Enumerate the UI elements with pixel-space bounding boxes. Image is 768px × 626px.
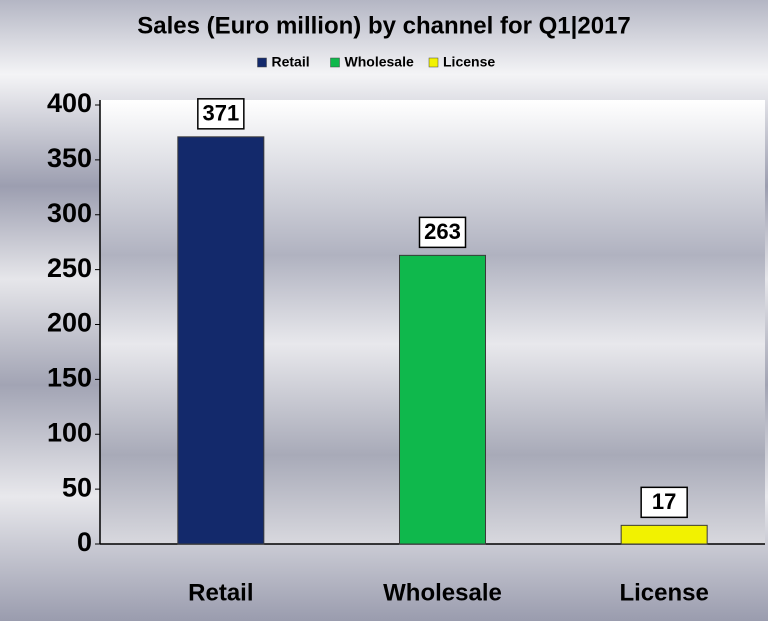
data-label: 263 [424,219,461,244]
data-label: 371 [202,101,239,126]
data-label-box [418,216,467,249]
bar [620,524,708,545]
legend-label: License [443,54,495,70]
y-tick-label: 300 [47,198,92,228]
bar [399,254,486,545]
y-tick-label: 250 [47,253,92,283]
y-tick-label: 50 [62,472,92,502]
x-tick-label: Wholesale [383,579,502,606]
x-tick-label: License [619,579,708,606]
data-label: 17 [652,489,676,514]
y-tick-label: 200 [47,308,92,338]
bar [177,136,265,545]
chart-title: Sales (Euro million) by channel for Q1|2… [137,12,631,39]
y-tick-label: 150 [47,363,92,393]
legend-swatch [257,57,267,68]
y-tick-label: 0 [77,527,92,557]
data-label-box [640,486,688,519]
legend-swatch [428,57,439,68]
legend-label: Retail [272,54,310,70]
legend-swatch [330,57,340,68]
data-label-box [197,98,245,130]
x-tick-label: Retail [188,579,253,606]
y-tick-label: 350 [47,143,92,173]
y-tick-label: 100 [47,417,92,447]
y-tick-label: 400 [47,88,92,118]
legend-label: Wholesale [345,54,414,70]
